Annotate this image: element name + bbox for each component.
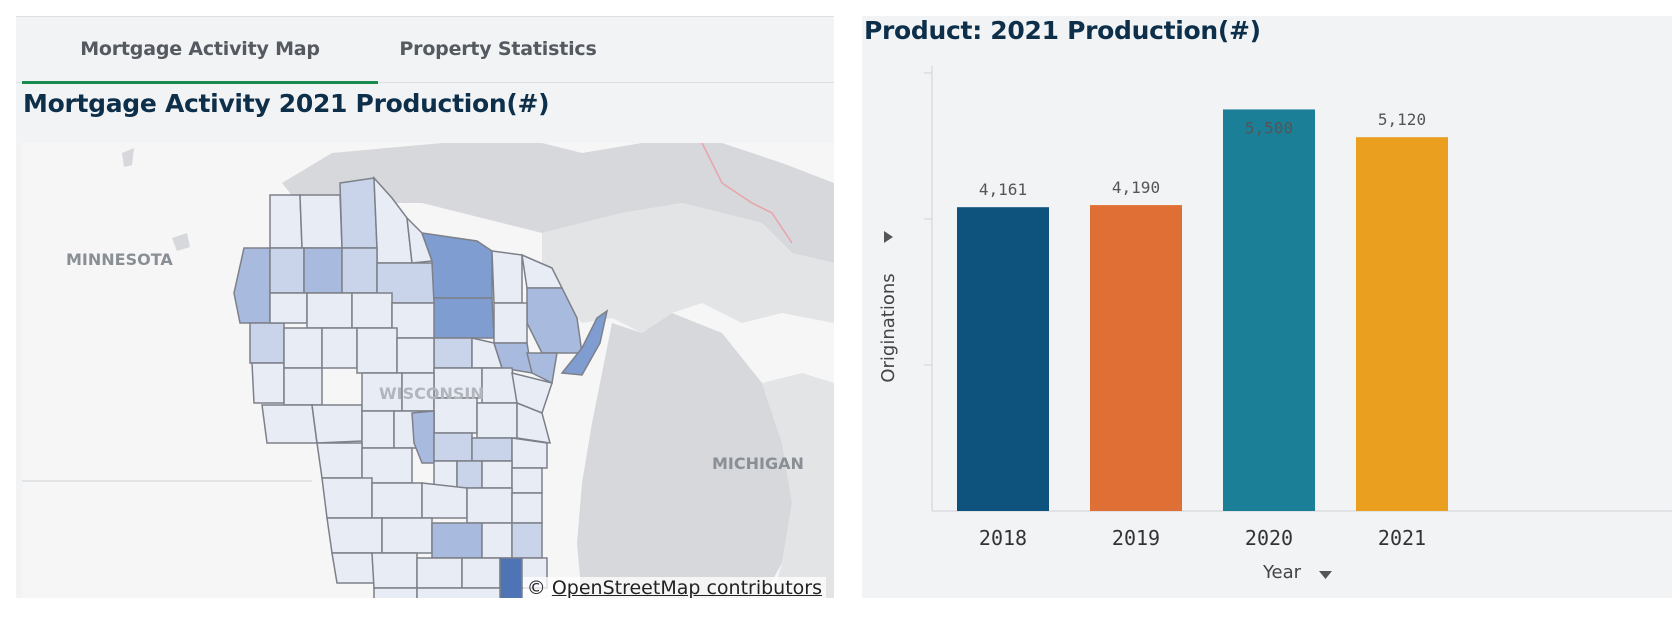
- county: [316, 442, 363, 479]
- bars: [957, 109, 1448, 512]
- y-axis-sort-icon[interactable]: [884, 231, 893, 243]
- county: [493, 302, 528, 344]
- tab-mortgage-activity-map[interactable]: Mortgage Activity Map: [22, 17, 378, 84]
- county: [339, 177, 378, 249]
- county: [356, 327, 398, 374]
- x-tick-labels: 2018 2019 2020 2021: [979, 526, 1426, 550]
- michigan-label: MICHIGAN: [712, 454, 804, 473]
- county: [269, 292, 308, 324]
- tab-property-statistics[interactable]: Property Statistics: [399, 38, 597, 60]
- county: [411, 410, 435, 464]
- county: [433, 432, 473, 462]
- county: [481, 460, 513, 489]
- county: [511, 467, 543, 494]
- bar-2019[interactable]: [1090, 205, 1182, 511]
- bar-2018[interactable]: [957, 207, 1049, 511]
- county: [283, 327, 323, 369]
- map-panel: Mortgage Activity Map Property Statistic…: [16, 16, 834, 598]
- county: [311, 404, 363, 444]
- x-tick-2020[interactable]: 2020: [1245, 526, 1293, 550]
- county: [341, 247, 378, 294]
- county: [416, 587, 501, 598]
- county: [511, 522, 543, 559]
- county: [306, 292, 353, 329]
- bar-chart[interactable]: 4,161 4,190 5,500 5,120 2018 2019 2020 2021 Or…: [862, 16, 1672, 598]
- county: [326, 517, 383, 554]
- county: [431, 522, 483, 559]
- county: [511, 492, 543, 524]
- county: [321, 327, 358, 369]
- minnesota-label: MINNESOTA: [66, 250, 173, 269]
- map-canvas[interactable]: MINNESOTA WISCONSIN MICHIGAN: [22, 143, 834, 598]
- county: [373, 587, 418, 598]
- copyright-symbol: ©: [526, 577, 546, 598]
- x-tick-2018[interactable]: 2018: [979, 526, 1027, 550]
- county: [321, 477, 373, 519]
- value-label-2019: 4,190: [1112, 178, 1160, 197]
- wisconsin-counties: [233, 175, 609, 598]
- county: [396, 337, 435, 374]
- x-axis-title[interactable]: Year: [1262, 562, 1302, 583]
- osm-contributors-link[interactable]: OpenStreetMap contributors: [551, 577, 822, 598]
- y-axis-title[interactable]: Originations: [878, 273, 899, 382]
- map-attribution: © OpenStreetMap contributors: [522, 577, 826, 598]
- map-view[interactable]: MINNESOTA WISCONSIN MICHIGAN © OpenStree…: [22, 143, 834, 598]
- chart-title: Product: 2021 Production(#): [864, 16, 1261, 45]
- value-label-2020: 5,500: [1245, 118, 1293, 137]
- county: [371, 482, 423, 519]
- county: [299, 194, 343, 249]
- county: [471, 437, 513, 462]
- county: [269, 247, 305, 294]
- county: [560, 309, 609, 376]
- county: [416, 557, 463, 589]
- county: [351, 292, 393, 329]
- county: [303, 247, 343, 294]
- county: [433, 460, 458, 489]
- county: [456, 460, 483, 489]
- county: [461, 557, 501, 589]
- county: [269, 194, 303, 249]
- map-title: Mortgage Activity 2021 Production(#): [23, 89, 550, 118]
- county: [433, 337, 473, 369]
- county: [371, 552, 418, 589]
- x-tick-2021[interactable]: 2021: [1378, 526, 1426, 550]
- value-label-2021: 5,120: [1378, 110, 1426, 129]
- county: [431, 297, 495, 339]
- x-tick-2019[interactable]: 2019: [1112, 526, 1160, 550]
- county: [421, 482, 468, 519]
- county: [491, 250, 523, 304]
- county: [391, 302, 435, 339]
- county: [381, 517, 433, 554]
- wisconsin-label: WISCONSIN: [379, 384, 484, 403]
- county: [433, 397, 478, 434]
- county: [261, 404, 318, 444]
- county: [251, 362, 285, 404]
- x-axis-sort-icon[interactable]: [1319, 571, 1332, 579]
- county: [466, 487, 513, 524]
- county: [481, 522, 513, 559]
- county: [283, 367, 323, 406]
- county: [511, 437, 548, 469]
- county: [361, 410, 395, 449]
- county: [499, 557, 523, 598]
- value-label-2018: 4,161: [979, 180, 1027, 199]
- bar-2021[interactable]: [1356, 137, 1448, 512]
- value-labels: 4,161 4,190 5,500 5,120: [979, 110, 1426, 199]
- chart-panel: Product: 2021 Production(#) 4,161 4,190 5,…: [862, 16, 1672, 598]
- county: [476, 402, 518, 439]
- tab-bar: Mortgage Activity Map Property Statistic…: [16, 17, 834, 84]
- county: [516, 401, 552, 444]
- county: [249, 322, 285, 364]
- bar-2020[interactable]: [1223, 109, 1315, 511]
- county: [331, 552, 375, 584]
